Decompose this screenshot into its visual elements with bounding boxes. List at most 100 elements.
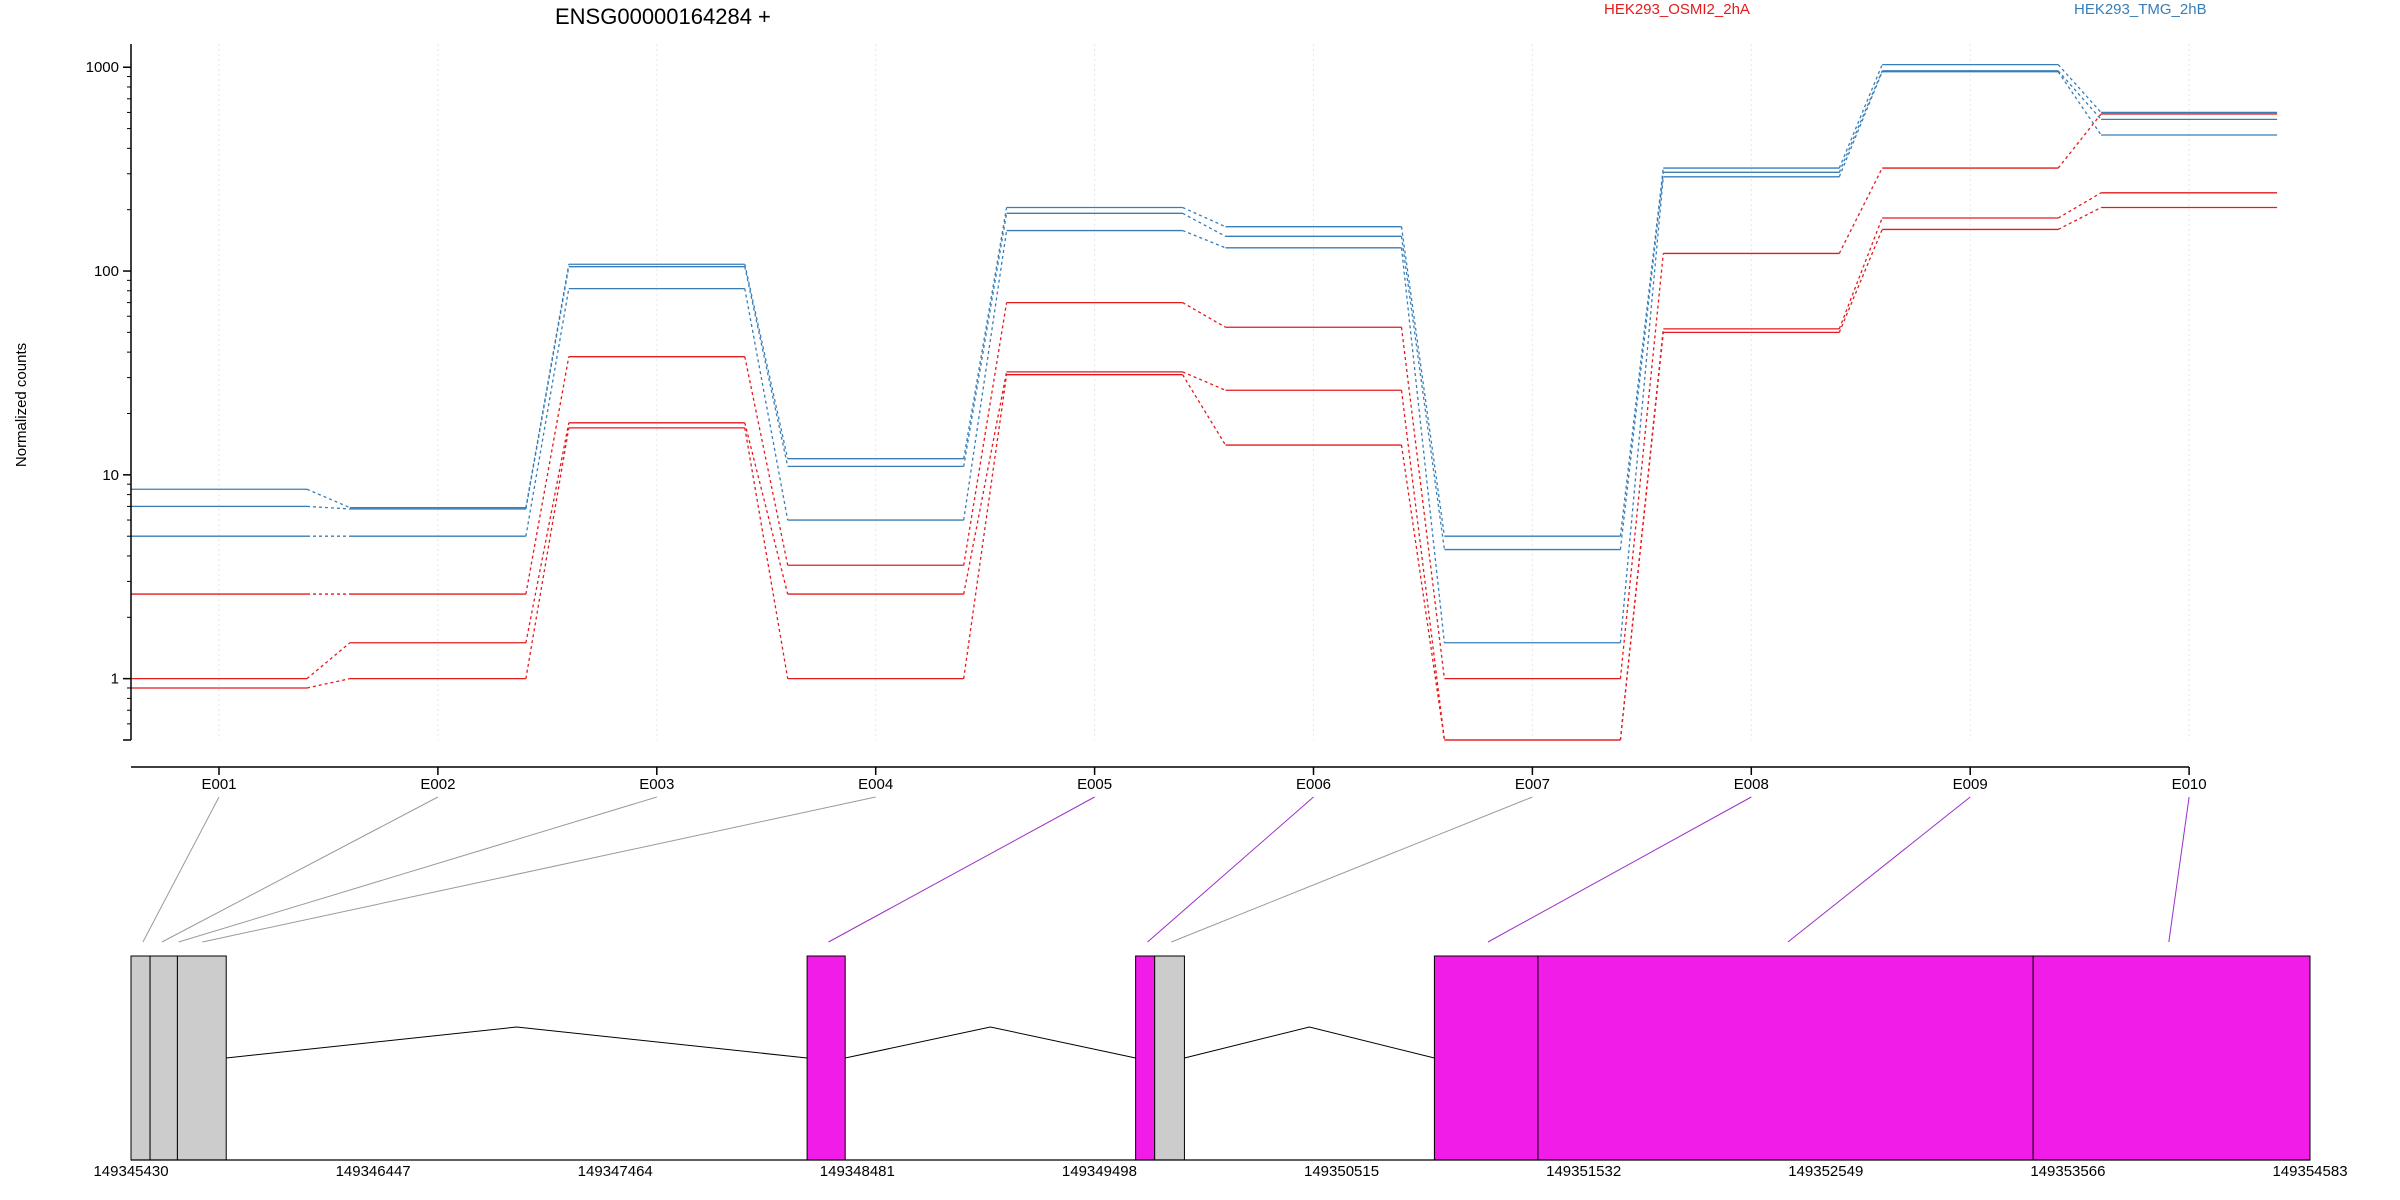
bin-connectors [142, 796, 2190, 943]
x-tick-label: E002 [420, 776, 455, 793]
x-tick-label: E007 [1515, 776, 1550, 793]
series-connector [1619, 172, 1664, 550]
series-connector [1619, 332, 1664, 741]
series-connector [525, 356, 570, 595]
y-tick-label: 100 [94, 263, 119, 280]
genomic-tick-label: 149349498 [1062, 1163, 1137, 1180]
series-4 [131, 70, 2278, 551]
series-3 [131, 63, 2278, 537]
genomic-tick-label: 149345430 [93, 1163, 168, 1180]
series-connector [1619, 253, 1664, 679]
series-connector [306, 488, 351, 509]
series-connector [963, 371, 1008, 595]
series-connector [1400, 236, 1446, 550]
bin-connector [1147, 796, 1314, 943]
series-connector [2057, 71, 2102, 136]
series-connector [744, 427, 789, 679]
y-tick-label: 10 [102, 467, 119, 484]
intron [226, 1026, 808, 1059]
series-connector [1838, 167, 1883, 254]
genomic-tick-label: 149352549 [1788, 1163, 1863, 1180]
series-connector [1182, 212, 1226, 237]
series-connector [1182, 371, 1226, 391]
series-connector [1838, 64, 1883, 169]
bin-connector [178, 796, 657, 943]
x-tick-label: E006 [1296, 776, 1331, 793]
legend-entry-tmg: HEK293_TMG_2hB [2074, 1, 2207, 18]
series-connector [744, 266, 789, 467]
series-connector [1182, 374, 1227, 446]
series-5 [131, 71, 2278, 644]
x-tick-label: E003 [639, 776, 674, 793]
genomic-tick-label: 149351532 [1546, 1163, 1621, 1180]
genomic-tick-label: 149347464 [578, 1163, 653, 1180]
y-axis-label: Normalized counts [13, 343, 30, 467]
series-connector [2057, 64, 2102, 113]
exon-block [1135, 955, 1156, 1161]
series-connector [1182, 302, 1226, 328]
exon-block [1433, 955, 1539, 1161]
grid [218, 44, 2190, 740]
bin-connector [1487, 796, 1752, 943]
series-connector [525, 422, 570, 643]
series-connector [1182, 229, 1226, 249]
series-connector [1400, 444, 1446, 741]
series-connector [306, 642, 351, 680]
bin-connector [161, 796, 439, 943]
exon-block [176, 955, 227, 1161]
series-connector [963, 207, 1008, 459]
intron [845, 1026, 1136, 1059]
series-connector [744, 264, 789, 459]
series-connector [525, 266, 570, 510]
x-tick-label: E001 [201, 776, 236, 793]
series-connector [1619, 168, 1664, 537]
exon-block [130, 955, 151, 1161]
x-tick-label: E009 [1953, 776, 1988, 793]
bin-connector [142, 796, 220, 943]
series-connector [2057, 70, 2102, 120]
x-tick-label: E008 [1734, 776, 1769, 793]
genomic-tick-label: 149354583 [2272, 1163, 2347, 1180]
y-axis: 1 10 100 1000 [86, 44, 132, 741]
bin-connector [1171, 796, 1533, 943]
bin-connector [1787, 796, 1971, 943]
exon-block [1537, 955, 2034, 1161]
series-connector [2057, 192, 2102, 219]
series-connector [306, 505, 350, 510]
series-connector [744, 422, 789, 595]
series-connector [525, 264, 570, 508]
series-connector [525, 288, 570, 537]
genomic-tick-label: 149346447 [336, 1163, 411, 1180]
series-connector [1619, 176, 1664, 643]
series-connector [1182, 206, 1226, 228]
x-tick-label: E010 [2172, 776, 2207, 793]
exon-block [149, 955, 178, 1161]
x-tick-label: E005 [1077, 776, 1112, 793]
series-connector [963, 302, 1008, 566]
series-connector [1838, 229, 1883, 333]
series-connector [1838, 71, 1883, 178]
series-connector [744, 288, 789, 521]
series-connector [963, 213, 1008, 467]
series-connector [525, 427, 570, 679]
intron [1184, 1026, 1435, 1059]
genomic-tick-label: 149348481 [820, 1163, 895, 1180]
series-connector [1400, 390, 1446, 741]
series-connector [1400, 226, 1446, 537]
gene-axis: 149345430 149346447 149347464 149348481 1493… [93, 1159, 2348, 1180]
series-connector [1838, 70, 1883, 173]
series-lines [131, 63, 2278, 741]
genomic-tick-label: 149353566 [2030, 1163, 2105, 1180]
x-tick-label: E004 [858, 776, 893, 793]
y-tick-label: 1000 [86, 59, 119, 76]
gene-model [130, 955, 2311, 1161]
series-1 [131, 192, 2278, 741]
series-connector [744, 356, 789, 566]
series-connector [1400, 327, 1446, 679]
exon-block [2032, 955, 2311, 1161]
exon-block [1154, 955, 1185, 1161]
legend-entry-osmi2: HEK293_OSMI2_2hA [1604, 1, 1750, 18]
chart-title: ENSG00000164284 + [555, 4, 771, 29]
series-connector [1838, 217, 1883, 330]
series-2 [131, 206, 2278, 741]
